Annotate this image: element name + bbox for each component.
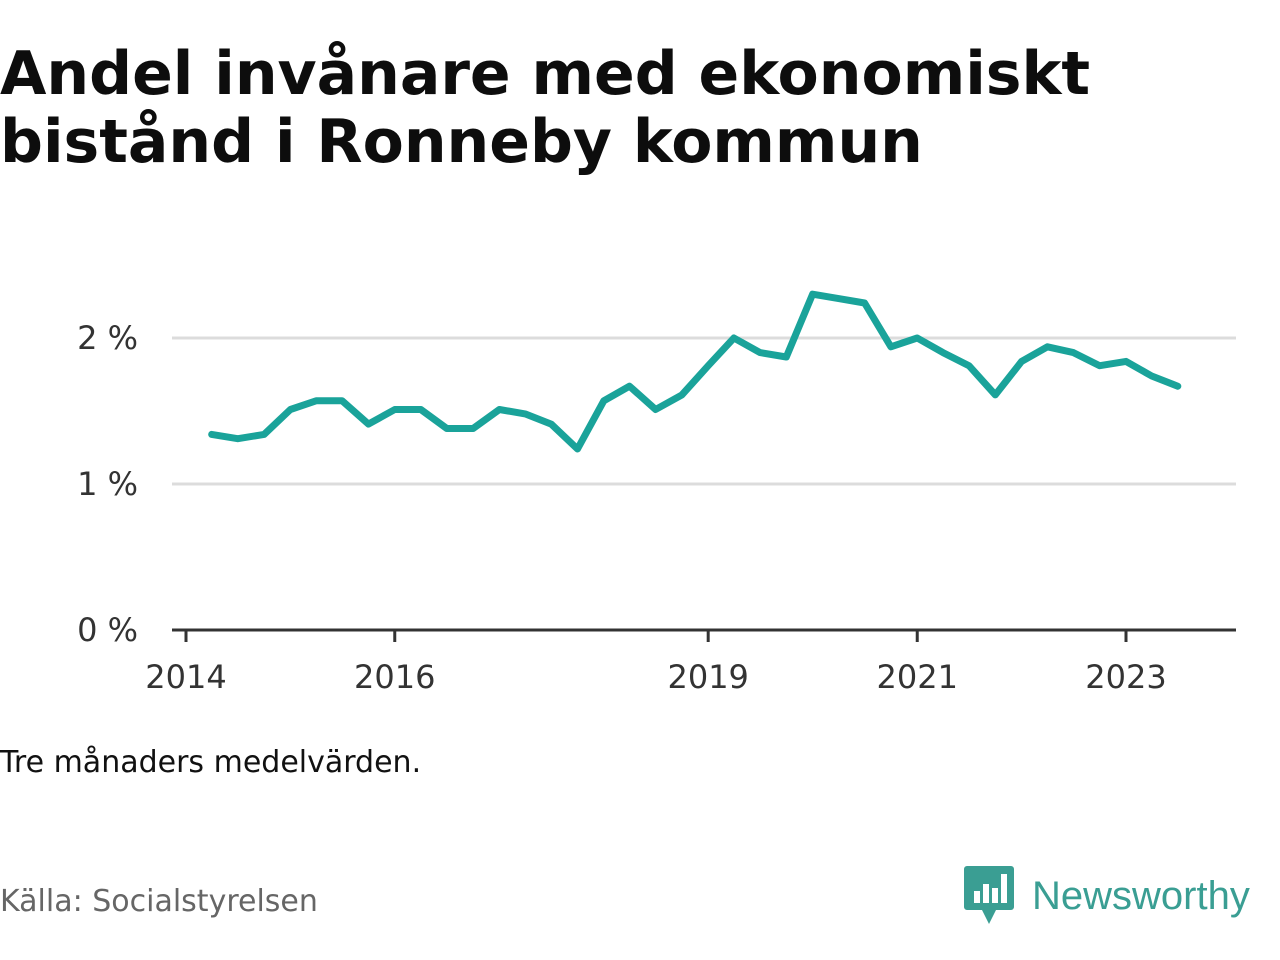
line-chart: 0 % 1 % 2 % 2014 2016 2019 2021 2023 <box>77 290 1236 696</box>
series-line <box>208 290 1182 453</box>
y-axis-ticks: 0 % 1 % 2 % <box>77 319 138 649</box>
x-tick-label: 2014 <box>145 658 226 696</box>
x-tick-label: 2016 <box>354 658 435 696</box>
brand-name: Newsworthy <box>1032 873 1250 918</box>
chart-note: Tre månaders medelvärden. <box>0 745 422 780</box>
y-tick-label: 2 % <box>77 319 138 357</box>
source-credit: Källa: Socialstyrelsen <box>0 884 318 919</box>
brand-logo: Newsworthy <box>964 864 1250 928</box>
x-tick-label: 2021 <box>877 658 958 696</box>
gridlines <box>172 336 1236 486</box>
x-tick-label: 2023 <box>1085 658 1166 696</box>
y-tick-label: 1 % <box>77 465 138 503</box>
chart-title: Andel invånare med ekonomiskt bistånd i … <box>0 39 1091 177</box>
x-tick-label: 2019 <box>667 658 748 696</box>
bar-chart-speech-bubble-icon <box>964 866 1014 924</box>
x-axis-ticks: 2014 2016 2019 2021 2023 <box>145 630 1167 696</box>
y-tick-label: 0 % <box>77 611 138 649</box>
series-layer <box>208 290 1182 453</box>
